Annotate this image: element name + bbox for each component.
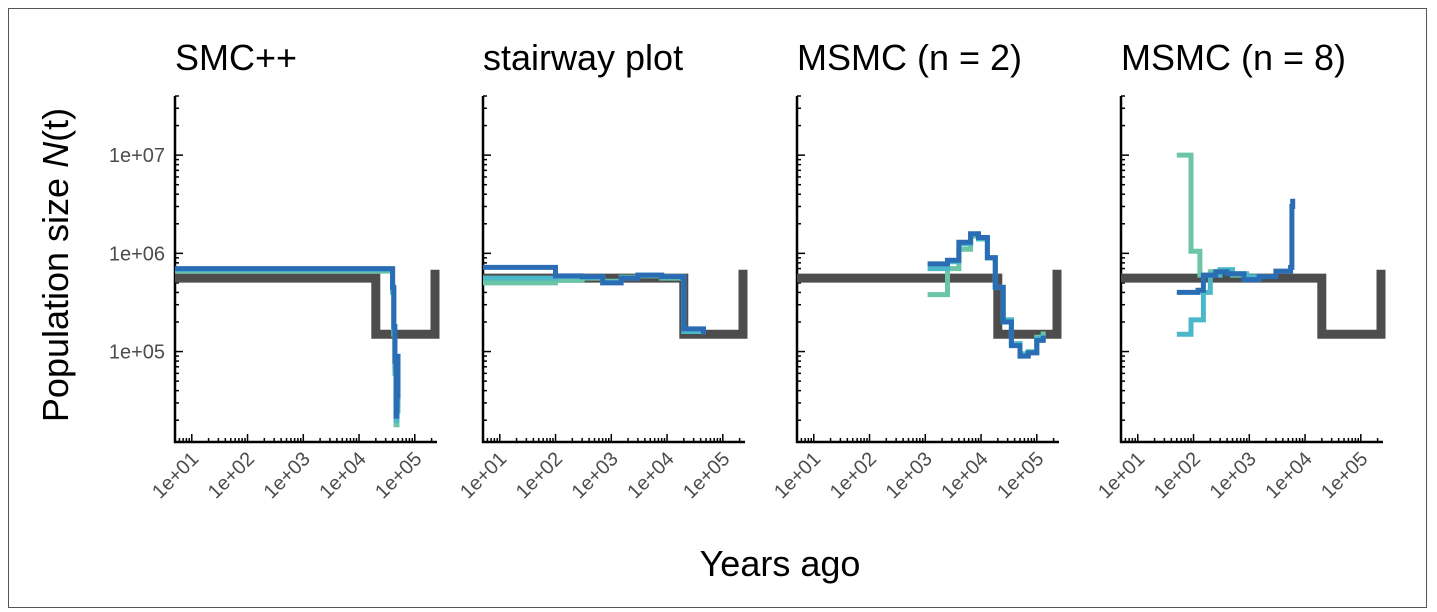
y-axis-title: Population size N(t) xyxy=(35,108,76,422)
x-tick-label: 1e+03 xyxy=(568,448,623,503)
x-tick-label: 1e+04 xyxy=(1261,448,1316,503)
panel-title: stairway plot xyxy=(483,37,683,78)
estimate-line xyxy=(483,273,706,335)
x-axis-title: Years ago xyxy=(700,543,861,584)
truth-line xyxy=(175,269,440,339)
panel-title: MSMC (n = 2) xyxy=(797,37,1022,78)
estimate-line xyxy=(175,267,401,423)
panel-2: stairway plot 1e+01 1e+02 1e+03 1e+04 1e+05 xyxy=(456,37,748,503)
x-tick-label: 1e+05 xyxy=(679,448,734,503)
estimate-line xyxy=(1176,152,1262,280)
panel-title: MSMC (n = 8) xyxy=(1121,37,1346,78)
figure-frame xyxy=(8,8,1427,608)
x-tick-label: 1e+02 xyxy=(826,448,881,503)
estimate-line xyxy=(175,268,401,428)
x-tick-label: 1e+03 xyxy=(1206,448,1261,503)
panel-1: SMC++1e+01 1e+02 1e+03 1e+04 1e+051e+051e+06… xyxy=(109,37,440,503)
y-tick-label: 1e+05 xyxy=(109,342,165,364)
x-tick-label: 1e+02 xyxy=(1150,448,1205,503)
truth-line xyxy=(797,269,1062,339)
x-tick-label: 1e+05 xyxy=(993,448,1048,503)
panel-3: MSMC (n = 2) 1e+01 1e+02 1e+03 1e+04 1e+05 xyxy=(770,37,1062,503)
panels: SMC++1e+01 1e+02 1e+03 1e+04 1e+051e+051e+06… xyxy=(109,37,1386,503)
y-tick-label: 1e+06 xyxy=(109,243,165,265)
estimate-line xyxy=(175,266,401,419)
x-tick-label: 1e+01 xyxy=(456,448,511,503)
estimate-line xyxy=(927,231,1046,359)
panel-title: SMC++ xyxy=(175,37,297,78)
truth-line xyxy=(483,269,748,339)
x-tick-label: 1e+04 xyxy=(315,448,370,503)
x-tick-label: 1e+02 xyxy=(512,448,567,503)
x-tick-label: 1e+03 xyxy=(260,448,315,503)
estimate-line xyxy=(483,264,706,335)
x-tick-label: 1e+01 xyxy=(148,448,203,503)
estimate-line xyxy=(1176,198,1296,295)
x-tick-label: 1e+05 xyxy=(371,448,426,503)
x-tick-label: 1e+01 xyxy=(770,448,825,503)
x-tick-label: 1e+04 xyxy=(937,448,992,503)
y-tick-label: 1e+07 xyxy=(109,145,165,167)
x-tick-label: 1e+04 xyxy=(623,448,678,503)
x-tick-label: 1e+05 xyxy=(1317,448,1372,503)
panel-4: MSMC (n = 8) 1e+01 1e+02 1e+03 1e+04 1e+05 xyxy=(1094,37,1386,503)
x-tick-label: 1e+01 xyxy=(1094,448,1149,503)
x-tick-label: 1e+02 xyxy=(204,448,259,503)
x-tick-label: 1e+03 xyxy=(882,448,937,503)
